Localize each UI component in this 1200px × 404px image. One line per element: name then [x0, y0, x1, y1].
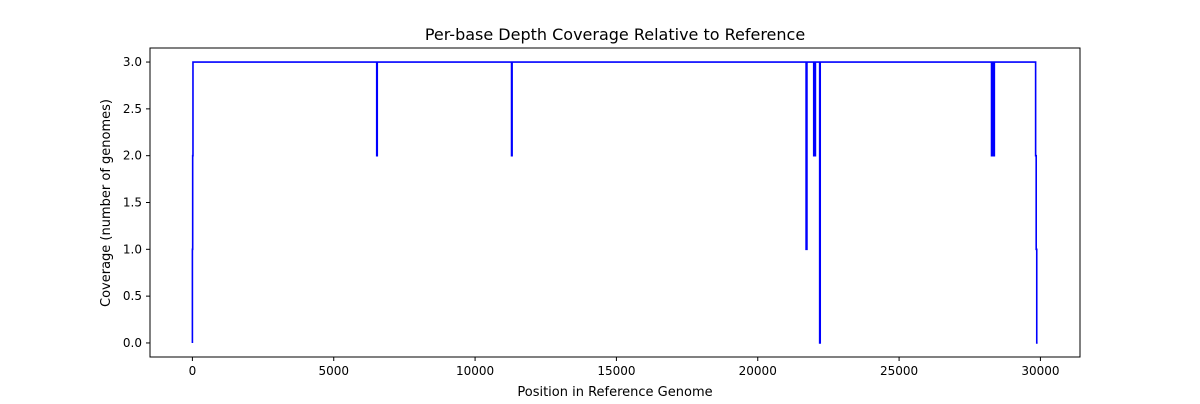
y-tick-label: 2.0	[123, 149, 142, 163]
plot-area	[191, 61, 1038, 344]
y-tick-label: 3.0	[123, 55, 142, 69]
plot-frame	[149, 47, 1081, 358]
y-tick-label: 2.5	[123, 102, 142, 116]
coverage-series-line	[191, 61, 1038, 344]
y-axis: 0.0 0.5 1.0 1.5 2.0 2.5 3.0	[123, 55, 150, 350]
x-tick-label: 10000	[456, 364, 494, 378]
x-tick-label: 20000	[739, 364, 777, 378]
x-axis-label: Position in Reference Genome	[517, 385, 712, 400]
x-tick-label: 25000	[880, 364, 918, 378]
y-tick-label: 1.5	[123, 196, 142, 210]
y-axis-label: Coverage (number of genomes)	[99, 99, 114, 307]
x-tick-label: 5000	[318, 364, 349, 378]
y-tick-label: 1.0	[123, 242, 142, 256]
x-tick-label: 30000	[1021, 364, 1059, 378]
y-tick-label: 0.0	[123, 336, 142, 350]
y-tick-label: 0.5	[123, 289, 142, 303]
x-tick-label: 0	[189, 364, 197, 378]
x-tick-label: 15000	[597, 364, 635, 378]
chart-title: Per-base Depth Coverage Relative to Refe…	[425, 25, 805, 44]
x-axis: 0 5000 10000 15000 20000 25000 30000	[189, 357, 1060, 378]
